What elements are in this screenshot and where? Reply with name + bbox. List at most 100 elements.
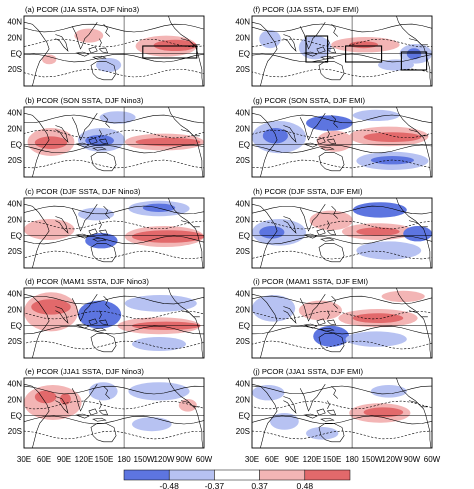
panel-frame bbox=[23, 106, 205, 178]
lat-label: 20N bbox=[7, 396, 22, 405]
correlation-patch bbox=[356, 241, 422, 260]
contour-line bbox=[252, 53, 432, 63]
contour-line bbox=[24, 205, 204, 215]
panel-frame bbox=[23, 377, 205, 449]
correlation-patch bbox=[252, 385, 285, 401]
correlation-patch bbox=[178, 399, 197, 412]
lat-label: 40N bbox=[235, 109, 250, 118]
lon-label: 120W bbox=[382, 455, 403, 464]
lat-label: 40N bbox=[7, 380, 22, 389]
lon-label: 60W bbox=[424, 455, 441, 464]
contour-line bbox=[24, 340, 204, 350]
lat-label: EQ bbox=[10, 231, 22, 240]
lat-label: 20S bbox=[236, 427, 250, 436]
map-panel: (j) PCOR (JJA1 SSTA, DJF EMI) bbox=[251, 367, 433, 449]
lat-label: 20N bbox=[7, 125, 22, 134]
correlation-patch bbox=[24, 219, 75, 240]
contour-line bbox=[252, 144, 432, 154]
lat-label: 20N bbox=[7, 34, 22, 43]
lon-label: 60E bbox=[265, 455, 279, 464]
correlation-patch bbox=[60, 393, 71, 405]
correlation-patch bbox=[132, 417, 172, 432]
panel-frame bbox=[251, 377, 433, 449]
panel-title: (d) PCOR (MAM1 SSTA, DJF Nino3) bbox=[25, 277, 149, 286]
lat-label: 20N bbox=[235, 306, 250, 315]
contour-line bbox=[24, 53, 204, 63]
contour-line bbox=[252, 340, 432, 350]
contour-line bbox=[24, 235, 204, 245]
colorbar-segment bbox=[214, 469, 260, 481]
lat-label: 40N bbox=[7, 200, 22, 209]
lat-label: 40N bbox=[7, 290, 22, 299]
contour-line bbox=[252, 295, 432, 305]
correlation-patch bbox=[31, 299, 71, 315]
colorbar-tick: -0.37 bbox=[205, 481, 225, 489]
lon-label: 120E bbox=[75, 455, 94, 464]
correlation-patch bbox=[153, 39, 197, 52]
correlation-patch bbox=[124, 295, 197, 312]
correlation-patch bbox=[128, 382, 190, 401]
lat-label: 20S bbox=[8, 337, 22, 346]
contour-line bbox=[252, 385, 432, 395]
lat-label: 40N bbox=[235, 200, 250, 209]
correlation-patch bbox=[381, 290, 425, 302]
correlation-patch bbox=[259, 226, 285, 239]
lat-label: EQ bbox=[10, 321, 22, 330]
correlation-patch bbox=[370, 385, 407, 398]
contour-line bbox=[252, 415, 432, 425]
contour-line bbox=[24, 325, 204, 335]
lat-label: 40N bbox=[7, 18, 22, 27]
correlation-patch bbox=[363, 132, 422, 143]
correlation-patch bbox=[132, 337, 186, 351]
correlation-patch bbox=[349, 41, 378, 49]
map-panel: (h) PCOR (DJF SSTA, DJF EMI) bbox=[251, 187, 433, 269]
lon-label: 150E bbox=[95, 455, 114, 464]
lat-label: 20S bbox=[8, 156, 22, 165]
lon-label: 120E bbox=[303, 455, 322, 464]
panel-title: (j) PCOR (JJA1 SSTA, DJF EMI) bbox=[253, 367, 363, 376]
lat-label: EQ bbox=[10, 411, 22, 420]
map-panel: (e) PCOR (JJA1 SSTA, DJF Nino3) bbox=[23, 367, 205, 449]
lat-label: 20N bbox=[7, 306, 22, 315]
lat-label: 20N bbox=[235, 125, 250, 134]
lat-label: 40N bbox=[7, 109, 22, 118]
lat-label: 40N bbox=[235, 18, 250, 27]
correlation-patch bbox=[252, 295, 296, 322]
correlation-patch bbox=[378, 59, 414, 71]
contour-line bbox=[252, 205, 432, 215]
colorbar-tick: -0.48 bbox=[160, 481, 180, 489]
lon-label: 150W bbox=[134, 455, 155, 464]
panel-frame bbox=[251, 197, 433, 269]
panel-frame bbox=[251, 106, 433, 178]
lat-label: 20S bbox=[236, 65, 250, 74]
emi-box-east bbox=[400, 51, 428, 71]
map-panel: (b) PCOR (SON SSTA, DJF Nino3) bbox=[23, 96, 205, 178]
lon-label: 180 bbox=[345, 455, 359, 464]
correlation-patch bbox=[270, 413, 299, 430]
colorbar-segment bbox=[123, 469, 170, 481]
map-panel: (g) PCOR (SON SSTA, DJF EMI) bbox=[251, 96, 433, 178]
panel-frame bbox=[23, 197, 205, 269]
colorbar-segment bbox=[259, 469, 306, 481]
lon-label: 30E bbox=[17, 455, 31, 464]
correlation-patch bbox=[34, 136, 68, 149]
correlation-patch bbox=[132, 321, 201, 330]
contour-line bbox=[252, 310, 432, 320]
contour-line bbox=[252, 400, 432, 410]
correlation-patch bbox=[142, 203, 176, 212]
lon-label: 90E bbox=[285, 455, 299, 464]
correlation-patch bbox=[88, 382, 118, 401]
lon-label: 120W bbox=[154, 455, 175, 464]
lon-label: 150E bbox=[323, 455, 342, 464]
lat-label: 20S bbox=[8, 427, 22, 436]
correlation-patch bbox=[352, 109, 400, 121]
contour-line bbox=[252, 68, 432, 78]
lon-label: 60E bbox=[37, 455, 51, 464]
correlation-patch bbox=[34, 390, 57, 404]
contour-line bbox=[24, 23, 204, 33]
panel-frame bbox=[251, 287, 433, 359]
contour-line bbox=[252, 235, 432, 245]
lon-label: 150W bbox=[362, 455, 383, 464]
contour-line bbox=[252, 325, 432, 335]
correlation-patch bbox=[352, 313, 404, 323]
